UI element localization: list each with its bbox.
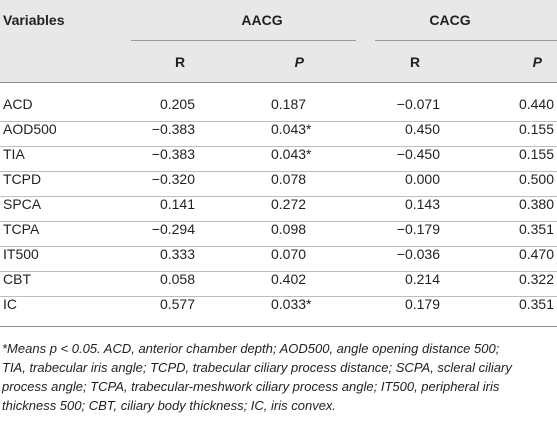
- row-divider: [0, 196, 557, 197]
- variable-cell: IT500: [3, 246, 39, 262]
- header-cacg: CACG: [429, 12, 471, 28]
- cacg-p-cell: 0.351: [518, 221, 554, 237]
- footnote-line: process angle; TCPA, trabecular-meshwork…: [2, 379, 500, 394]
- footnote-line: *Means p < 0.05. ACD, anterior chamber d…: [2, 341, 500, 356]
- variable-cell: TCPA: [3, 221, 40, 237]
- aacg-r-cell: 0.577: [159, 296, 195, 312]
- variable-cell: CBT: [3, 271, 31, 287]
- aacg-r-cell: 0.141: [159, 196, 195, 212]
- aacg-r-cell: 0.058: [159, 271, 195, 287]
- cacg-p-cell: 0.500: [518, 171, 554, 187]
- aacg-group-rule: [131, 40, 356, 41]
- variable-cell: TCPD: [3, 171, 42, 187]
- cacg-r-cell: −0.450: [396, 146, 440, 162]
- table-row: TCPA −0.294 0.098 −0.179 0.351: [0, 214, 557, 245]
- table-bottom-rule: [0, 326, 557, 327]
- cacg-r-cell: −0.179: [396, 221, 440, 237]
- cacg-p-cell: 0.380: [518, 196, 554, 212]
- aacg-p-cell: 0.070: [271, 246, 307, 262]
- cacg-p-cell: 0.470: [518, 246, 554, 262]
- variable-cell: TIA: [3, 146, 25, 162]
- aacg-r-cell: −0.294: [151, 221, 195, 237]
- aacg-p-cell: 0.402: [271, 271, 307, 287]
- cacg-r-cell: −0.036: [396, 246, 440, 262]
- footnote-line: thickness 500; CBT, ciliary body thickne…: [2, 398, 337, 413]
- cacg-p-cell: 0.155: [518, 146, 554, 162]
- footnote-line: TIA, trabecular iris angle; TCPD, trabec…: [2, 360, 512, 375]
- variable-cell: AOD500: [3, 121, 57, 137]
- table-row: TCPD −0.320 0.078 0.000 0.500: [0, 164, 557, 195]
- aacg-p-cell: 0.187: [271, 96, 307, 112]
- cacg-p-cell: 0.351: [518, 296, 554, 312]
- aacg-p-cell: 0.078: [271, 171, 307, 187]
- cacg-p-cell: 0.155: [518, 121, 554, 137]
- row-divider: [0, 121, 557, 122]
- header-variables: Variables: [3, 12, 65, 28]
- table-row: IT500 0.333 0.070 −0.036 0.470: [0, 239, 557, 270]
- aacg-p-cell: 0.033*: [271, 296, 312, 312]
- header-aacg-p: P: [294, 54, 304, 70]
- cacg-r-cell: 0.214: [404, 271, 440, 287]
- row-divider: [0, 171, 557, 172]
- table-header: Variables AACG CACG R P R P: [0, 0, 557, 82]
- cacg-r-cell: 0.143: [404, 196, 440, 212]
- aacg-p-cell: 0.272: [271, 196, 307, 212]
- aacg-r-cell: −0.320: [151, 171, 195, 187]
- header-aacg: AACG: [241, 12, 283, 28]
- row-divider: [0, 271, 557, 272]
- cacg-r-cell: 0.179: [404, 296, 440, 312]
- row-divider: [0, 296, 557, 297]
- header-bottom-rule: [0, 82, 557, 83]
- aacg-r-cell: −0.383: [151, 146, 195, 162]
- aacg-p-cell: 0.098: [271, 221, 307, 237]
- table-row: AOD500 −0.383 0.043* 0.450 0.155: [0, 114, 557, 145]
- variable-cell: SPCA: [3, 196, 42, 212]
- cacg-group-rule: [375, 40, 557, 41]
- cacg-p-cell: 0.322: [518, 271, 554, 287]
- cacg-p-cell: 0.440: [518, 96, 554, 112]
- aacg-r-cell: 0.205: [159, 96, 195, 112]
- aacg-r-cell: 0.333: [159, 246, 195, 262]
- cacg-r-cell: 0.000: [404, 171, 440, 187]
- header-cacg-p: P: [532, 54, 542, 70]
- variable-cell: IC: [3, 296, 17, 312]
- aacg-r-cell: −0.383: [151, 121, 195, 137]
- table-row: IC 0.577 0.033* 0.179 0.351: [0, 289, 557, 320]
- table-row: CBT 0.058 0.402 0.214 0.322: [0, 264, 557, 295]
- table-row: SPCA 0.141 0.272 0.143 0.380: [0, 189, 557, 220]
- row-divider: [0, 146, 557, 147]
- table-row: ACD 0.205 0.187 −0.071 0.440: [0, 89, 557, 120]
- table-row: TIA −0.383 0.043* −0.450 0.155: [0, 139, 557, 170]
- row-divider: [0, 246, 557, 247]
- cacg-r-cell: 0.450: [404, 121, 440, 137]
- cacg-r-cell: −0.071: [396, 96, 440, 112]
- aacg-p-cell: 0.043*: [271, 121, 312, 137]
- variable-cell: ACD: [3, 96, 33, 112]
- header-cacg-r: R: [409, 54, 421, 70]
- header-aacg-r: R: [174, 54, 186, 70]
- aacg-p-cell: 0.043*: [271, 146, 312, 162]
- row-divider: [0, 221, 557, 222]
- table-footnote: *Means p < 0.05. ACD, anterior chamber d…: [2, 339, 554, 415]
